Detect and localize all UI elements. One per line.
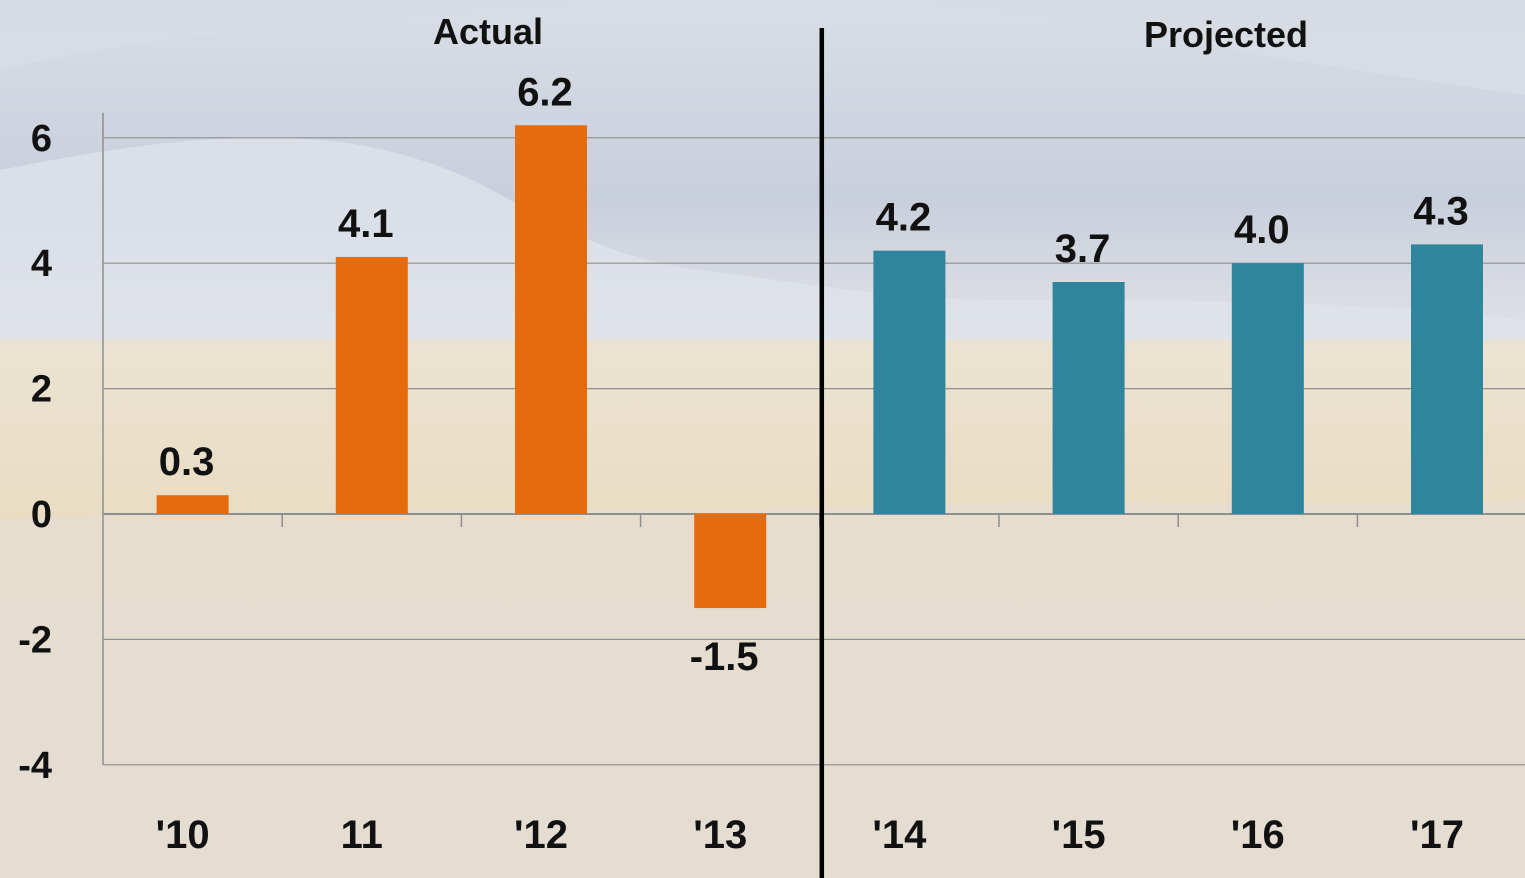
x-tick-label: '17 xyxy=(1410,813,1464,857)
y-tick-label: 6 xyxy=(31,118,52,160)
y-tick-label: 4 xyxy=(31,243,52,285)
bar-projected xyxy=(873,250,946,514)
y-tick-label: 0 xyxy=(31,494,52,536)
projected-section-label: Projected xyxy=(1144,14,1308,55)
actual-section-label: Actual xyxy=(433,11,543,52)
data-label: 0.3 xyxy=(159,440,215,484)
data-label: 4.0 xyxy=(1234,208,1290,252)
labels: -4 -2 0 2 4 6 0.3 4.1 6.2 -1.5 4.2 3.7 4.0 4.3 '10 11 '1… xyxy=(18,11,1469,878)
bar-projected xyxy=(1052,282,1125,514)
bar-actual xyxy=(515,125,587,514)
bars xyxy=(156,125,1483,609)
y-tick-label: 2 xyxy=(31,369,52,411)
gridlines xyxy=(102,112,1525,766)
y-tick-label: -4 xyxy=(18,745,52,787)
x-tick-label: '13 xyxy=(693,813,747,857)
x-tick-label: '12 xyxy=(514,813,568,857)
y-tick-label: -2 xyxy=(18,619,52,661)
bar-actual xyxy=(335,256,408,514)
data-label: 3.7 xyxy=(1055,227,1111,271)
data-label: 6.2 xyxy=(517,70,573,114)
data-label: 4.1 xyxy=(338,202,394,246)
bar-projected xyxy=(1231,263,1304,514)
bar-actual xyxy=(156,495,229,514)
x-tick-label: '15 xyxy=(1052,813,1106,857)
bar-actual xyxy=(694,514,767,609)
data-label: 4.2 xyxy=(876,196,932,240)
x-tick-label: '10 xyxy=(156,813,210,857)
x-tick-label: '14 xyxy=(872,813,927,857)
data-label: -1.5 xyxy=(690,635,759,679)
x-tick-label: '16 xyxy=(1231,813,1285,857)
data-label: 4.3 xyxy=(1413,189,1469,233)
bar-projected xyxy=(1411,244,1483,514)
x-tick-label: 11 xyxy=(341,813,383,857)
